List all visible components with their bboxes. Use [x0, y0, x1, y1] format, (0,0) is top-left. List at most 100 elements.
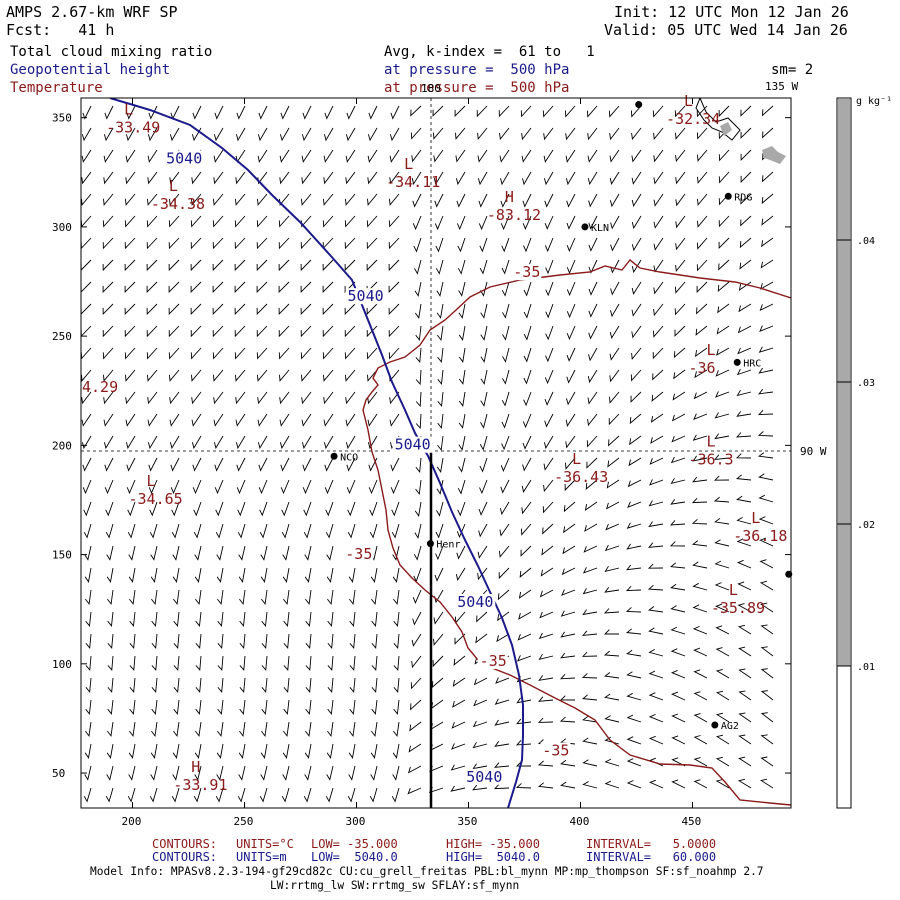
wind-barb [102, 347, 114, 360]
lon-label-90w: 90 W [800, 445, 827, 458]
wind-barb [692, 434, 708, 441]
wind-barb [237, 501, 246, 517]
wind-barb [760, 778, 774, 789]
wind-barb [213, 171, 224, 185]
wind-barb [371, 589, 378, 606]
wind-barb [81, 149, 92, 163]
height-label-bg [392, 436, 433, 453]
wind-barb [195, 655, 202, 671]
wind-barb [260, 567, 268, 583]
wind-barb [715, 779, 730, 789]
wind-barb [432, 105, 444, 117]
wind-barb [367, 127, 378, 142]
wind-barb [234, 281, 246, 293]
wind-barb [457, 501, 466, 517]
wind-barb [346, 479, 356, 495]
wind-barb [759, 580, 774, 591]
wind-barb [692, 561, 708, 569]
wind-barb [758, 473, 774, 481]
wind-barb [501, 435, 510, 451]
wind-barb [169, 193, 180, 206]
wind-barb [494, 741, 510, 747]
wind-barb [605, 501, 620, 510]
wind-barb [278, 237, 290, 250]
wind-barb [151, 633, 158, 650]
wind-barb [415, 479, 422, 496]
wind-barb [630, 369, 642, 382]
wind-barb [369, 523, 378, 539]
wind-barb [190, 347, 202, 360]
wind-barb [324, 457, 334, 472]
wind-barb [653, 303, 664, 317]
forecast-hour: Fcst: 41 h [6, 21, 115, 39]
wind-barb [648, 627, 664, 635]
wind-barb [588, 347, 598, 362]
wind-barb [300, 237, 312, 250]
wind-barb [346, 105, 356, 120]
wind-barb [626, 671, 642, 679]
wind-barb [516, 655, 532, 662]
wind-barb [692, 625, 708, 635]
wind-barb [713, 496, 730, 503]
wind-barb [234, 259, 246, 272]
wind-barb [714, 582, 730, 591]
wind-barb [279, 435, 290, 450]
wind-barb [675, 171, 686, 185]
wind-barb [740, 105, 752, 117]
wind-barb [304, 765, 312, 781]
wind-barb [278, 347, 290, 360]
wind-barb [736, 495, 752, 503]
wind-barb [392, 545, 400, 561]
height-contour-5040 [109, 98, 524, 808]
wind-barb [435, 523, 444, 539]
wind-barb [414, 501, 422, 517]
wind-barb [279, 127, 290, 142]
wind-barb [669, 520, 686, 526]
wind-barb [283, 589, 290, 606]
wind-barb [564, 105, 576, 118]
wind-barb [151, 721, 158, 738]
wind-barb [696, 281, 708, 293]
wind-barb [436, 479, 444, 495]
wind-barb [410, 127, 422, 140]
wind-barb [103, 435, 114, 450]
wind-barb [517, 633, 532, 641]
contours-height-low: LOW= 5040.0 [311, 850, 398, 864]
wind-barb [437, 325, 444, 342]
wind-barb [760, 602, 774, 613]
wind-barb [278, 325, 290, 338]
wind-barb [561, 567, 576, 576]
wind-barb [191, 193, 202, 206]
wind-barb [325, 501, 334, 517]
wind-barb [542, 523, 554, 535]
wind-barb [366, 325, 378, 338]
pressure-temperature: at pressure = 500 hPa [384, 80, 570, 96]
wind-barb [148, 479, 158, 495]
wind-barb [104, 105, 114, 120]
wind-barb [519, 567, 532, 578]
wind-barb [604, 715, 620, 723]
wind-barb [212, 281, 224, 293]
wind-barb [608, 413, 620, 426]
wind-barb [458, 435, 466, 451]
wind-barb [604, 544, 620, 552]
wind-barb [146, 281, 158, 293]
wind-barb [173, 699, 180, 716]
extremum-value: -36.18 [733, 527, 787, 545]
wind-barb [457, 479, 466, 495]
wind-barb [458, 457, 466, 473]
wind-barb [738, 646, 752, 657]
wind-barb [84, 765, 92, 781]
wind-barb [542, 105, 554, 118]
wind-barb [584, 501, 598, 511]
wind-barb [479, 457, 488, 473]
wind-barb [431, 677, 444, 689]
wind-barb [544, 391, 554, 406]
extremum-kind: L [706, 433, 715, 451]
wind-barb [301, 435, 312, 450]
wind-barb [607, 457, 620, 468]
model-title: AMPS 2.67-km WRF SP [6, 3, 178, 21]
wind-barb [736, 368, 752, 376]
colorbar-unit: g kg⁻¹ [856, 96, 892, 107]
wind-barb [758, 388, 774, 395]
